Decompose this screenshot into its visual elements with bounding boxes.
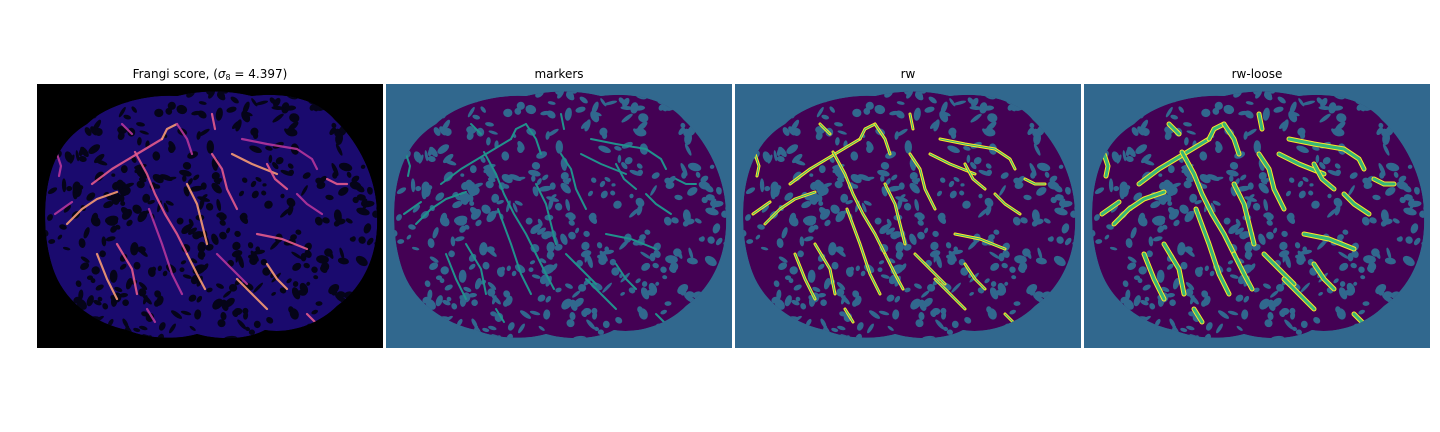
panel-title-rw: rw	[900, 67, 916, 81]
rw-loose-image	[1084, 84, 1430, 348]
tissue-region	[1092, 91, 1425, 339]
title-subscript: 8	[225, 73, 231, 82]
vessel-overlay	[53, 112, 349, 326]
tissue-region	[394, 91, 727, 339]
panel-title-markers: markers	[534, 67, 584, 81]
panel-title-frangi: Frangi score, (σ8 = 4.397)	[37, 66, 383, 86]
tissue-region	[45, 91, 378, 339]
frangi-score-svg	[37, 84, 383, 348]
rw-loose-svg	[1084, 84, 1430, 348]
tissue-region	[743, 91, 1076, 339]
rw-svg	[735, 84, 1081, 348]
markers-svg	[386, 84, 732, 348]
title-sigma: σ	[217, 67, 226, 81]
vessel-overlay	[1099, 111, 1397, 327]
markers-image	[386, 84, 732, 348]
title-text: Frangi score, (	[132, 67, 218, 81]
title-text-suffix: = 4.397)	[230, 67, 288, 81]
rw-image	[735, 84, 1081, 348]
vessel-overlay	[403, 113, 697, 325]
vessel-overlay	[751, 112, 1047, 326]
panel-title-rw-loose: rw-loose	[1231, 67, 1283, 81]
tissue-texture	[45, 91, 378, 339]
frangi-score-image	[37, 84, 383, 348]
